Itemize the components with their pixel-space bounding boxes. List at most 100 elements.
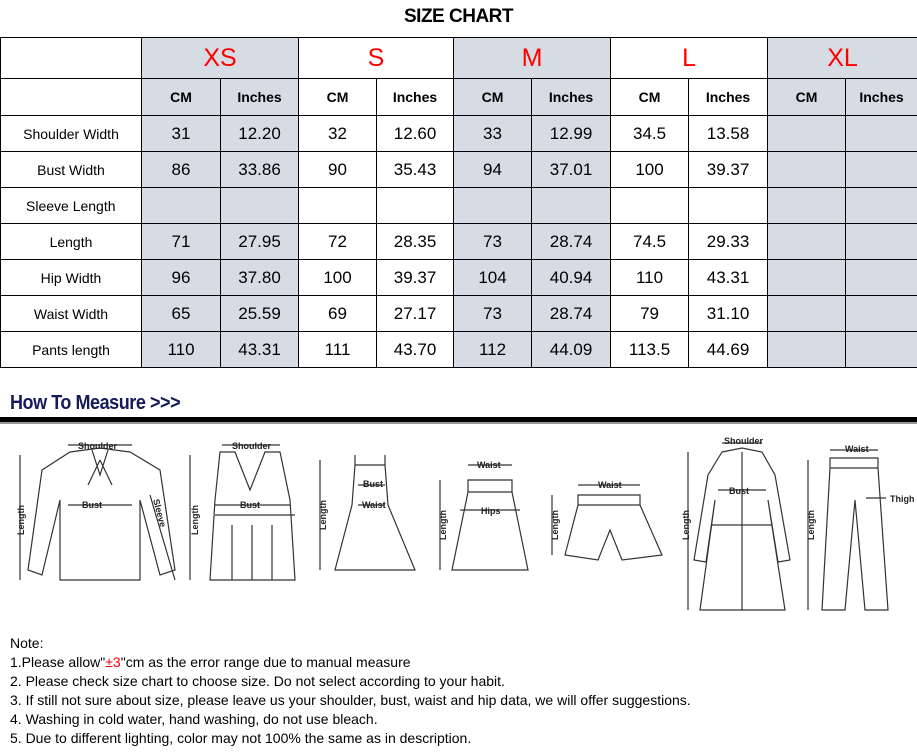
inches-value: 25.59 <box>219 295 300 332</box>
size-xl: XL <box>767 37 917 79</box>
inches-value: 40.94 <box>531 259 612 296</box>
unit-inches: Inches <box>376 78 455 116</box>
cm-value <box>453 187 533 224</box>
label-shoulder: Shoulder <box>724 436 763 446</box>
row-label: Hip Width <box>0 259 142 296</box>
inches-value: 28.35 <box>376 223 455 260</box>
note-1-tolerance: ±3 <box>105 654 121 670</box>
how-to-measure-heading: How To Measure >>> <box>10 392 181 414</box>
label-shoulder: Shoulder <box>232 441 271 451</box>
pants-diagram: Waist Thigh Length <box>806 444 915 611</box>
cm-value: 100 <box>610 151 690 188</box>
note-2: 2. Please check size chart to choose siz… <box>10 673 505 689</box>
inches-value: 13.58 <box>688 115 769 152</box>
inches-value: 12.60 <box>376 115 455 152</box>
unit-inches: Inches <box>845 78 917 116</box>
cm-value <box>767 223 847 260</box>
coat-diagram: Shoulder Bust Length <box>681 436 791 611</box>
measure-diagrams: Shoulder Bust Length Sleeve Shoulder Bus… <box>16 436 915 611</box>
cm-value: 73 <box>453 223 533 260</box>
table-row: Shoulder Width 31 12.20 32 12.60 33 12.99 34.5 1… <box>0 115 917 152</box>
row-label: Waist Width <box>0 295 142 332</box>
inches-value: 43.31 <box>219 331 300 368</box>
cm-value: 86 <box>141 151 221 188</box>
label-sleeve: Sleeve <box>151 498 168 528</box>
cm-value <box>767 259 847 296</box>
cm-value: 73 <box>453 295 533 332</box>
inches-value: 12.99 <box>531 115 612 152</box>
inches-value: 31.10 <box>688 295 769 332</box>
row-label: Length <box>0 223 142 260</box>
table-row: Waist Width 65 25.59 69 27.17 73 28.74 79 31.10 <box>0 295 917 332</box>
note-1-text: 1.Please allow" <box>10 654 106 670</box>
label-shoulder: Shoulder <box>78 441 117 451</box>
row-label: Shoulder Width <box>0 115 142 152</box>
blouse-diagram: Shoulder Bust Length Sleeve <box>16 441 176 581</box>
cm-value: 69 <box>298 295 378 332</box>
vest-diagram: Shoulder Bust Length <box>189 441 296 581</box>
size-table: XS S M L XL CM Inches CM Inches CM Inches C… <box>0 37 917 368</box>
size-xs: XS <box>140 37 300 79</box>
table-row: Sleeve Length <box>0 187 917 224</box>
row-label: Pants length <box>0 331 142 368</box>
cm-value <box>141 187 221 224</box>
label-length: Length <box>681 510 691 540</box>
shorts-diagram: Waist Length <box>550 480 663 561</box>
inches-value: 44.09 <box>531 331 612 368</box>
dress-diagram: Bust Waist Length <box>318 455 416 571</box>
cm-value: 32 <box>298 115 378 152</box>
size-header-row: XS S M L XL <box>0 37 917 79</box>
label-length: Length <box>16 505 26 535</box>
inches-value: 44.69 <box>688 331 769 368</box>
cm-value: 72 <box>298 223 378 260</box>
note-1-text-end: "cm as the error range due to manual mea… <box>120 654 411 670</box>
cm-value <box>767 295 847 332</box>
cm-value <box>767 115 847 152</box>
cm-value: 96 <box>141 259 221 296</box>
inches-value: 27.95 <box>219 223 300 260</box>
unit-cm: CM <box>610 78 690 116</box>
inches-value: 29.33 <box>688 223 769 260</box>
cm-value: 104 <box>453 259 533 296</box>
inches-value <box>845 295 917 332</box>
notes-heading: Note: <box>10 635 44 651</box>
cm-value <box>767 187 847 224</box>
size-chart-title: SIZE CHART <box>404 6 514 27</box>
cm-value: 79 <box>610 295 690 332</box>
inches-value: 35.43 <box>376 151 455 188</box>
label-bust: Bust <box>729 486 749 496</box>
label-waist: Waist <box>598 480 622 490</box>
cm-value: 110 <box>610 259 690 296</box>
unit-inches: Inches <box>688 78 769 116</box>
inches-value: 28.74 <box>531 295 612 332</box>
label-length: Length <box>438 510 448 540</box>
table-row: Pants length 110 43.31 111 43.70 112 44.09 113.… <box>0 331 917 368</box>
cm-value: 65 <box>141 295 221 332</box>
unit-inches: Inches <box>219 78 300 116</box>
corner-cell <box>0 37 142 79</box>
cm-value <box>767 331 847 368</box>
inches-value <box>845 259 917 296</box>
cm-value: 113.5 <box>610 331 690 368</box>
skirt-diagram: Waist Hips Length <box>438 460 529 571</box>
cm-value <box>767 151 847 188</box>
unit-header-row: CM Inches CM Inches CM Inches CM Inches CM In… <box>0 78 917 116</box>
inches-value <box>845 187 917 224</box>
label-waist: Waist <box>477 460 501 470</box>
cm-value: 112 <box>453 331 533 368</box>
inches-value <box>845 331 917 368</box>
size-m: M <box>453 37 612 79</box>
unit-cm: CM <box>453 78 533 116</box>
unit-cm: CM <box>767 78 847 116</box>
unit-inches: Inches <box>531 78 612 116</box>
table-row: Hip Width 96 37.80 100 39.37 104 40.94 110 43.31 <box>0 259 917 296</box>
cm-value: 94 <box>453 151 533 188</box>
row-label: Bust Width <box>0 151 142 188</box>
cm-value: 71 <box>141 223 221 260</box>
inches-value: 43.31 <box>688 259 769 296</box>
inches-value <box>845 115 917 152</box>
cm-value: 34.5 <box>610 115 690 152</box>
inches-value: 12.20 <box>219 115 300 152</box>
notes: Note: 1.Please allow"±3"cm as the error … <box>10 634 691 748</box>
cm-value: 74.5 <box>610 223 690 260</box>
